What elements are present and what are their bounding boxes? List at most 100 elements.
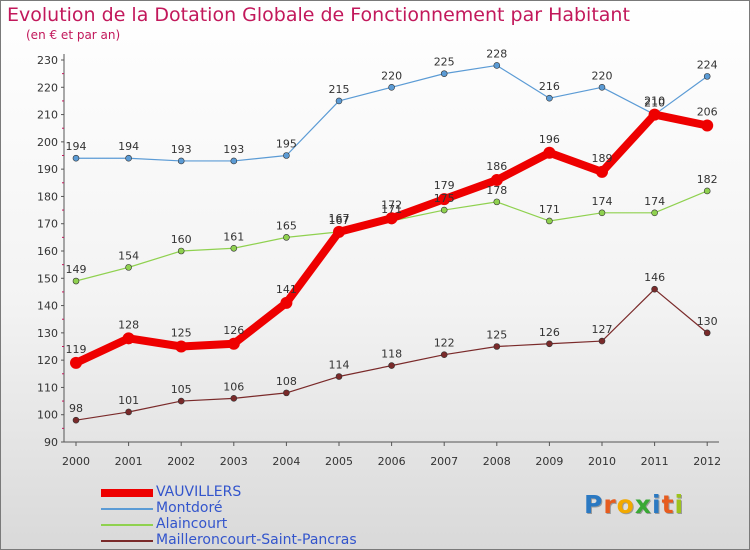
- point-alaincourt-2004: [283, 234, 290, 241]
- data-label-vauvillers-2012: 206: [697, 105, 718, 118]
- logo-letter: o: [616, 490, 635, 519]
- x-tick-label-2003: 2003: [220, 455, 248, 468]
- point-mailleroncourt-saint-pancras-2004: [283, 389, 290, 397]
- point-alaincourt-2010: [598, 209, 606, 217]
- point-vauvillers-2002: [175, 340, 188, 353]
- point-mailleroncourt-saint-pancras-2010: [598, 337, 606, 345]
- point-montdor--2004: [283, 152, 290, 159]
- point-montdor--2001: [125, 154, 132, 162]
- y-tick-label-120: 120: [37, 354, 58, 367]
- y-tick-label-110: 110: [37, 381, 58, 394]
- x-tick-label-2002: 2002: [167, 455, 195, 468]
- series-labels: 194 194 193 193 195 215 220 225 228 216 220 210 224 1…: [66, 47, 718, 415]
- point-mailleroncourt-saint-pancras-2012: [703, 329, 711, 337]
- point-alaincourt-2007: [440, 206, 448, 214]
- point-montdor--2012: [703, 73, 711, 80]
- point-alaincourt-2012: [703, 187, 711, 195]
- data-label-montdor--2009: 216: [539, 80, 560, 93]
- data-label-mailleroncourt-saint-pancras-2009: 126: [539, 326, 560, 339]
- point-vauvillers-2003: [227, 337, 240, 350]
- legend: VAUVILLERS Montdoré Alaincourt Mailleron…: [101, 484, 421, 549]
- x-tick-label-2000: 2000: [62, 455, 90, 468]
- legend-label-montdore: Montdoré: [156, 500, 223, 516]
- data-label-mailleroncourt-saint-pancras-2011: 146: [644, 271, 665, 284]
- data-label-mailleroncourt-saint-pancras-2010: 127: [592, 323, 613, 336]
- y-tick-label-150: 150: [37, 272, 58, 285]
- point-montdor--2007: [440, 70, 448, 77]
- x-tick-label-2007: 2007: [430, 455, 458, 468]
- data-label-mailleroncourt-saint-pancras-2003: 106: [223, 380, 244, 393]
- y-tick-label-100: 100: [37, 409, 58, 422]
- x-tick-label-2012: 2012: [693, 455, 721, 468]
- data-label-vauvillers-2008: 186: [486, 160, 507, 173]
- data-label-montdor--2007: 225: [434, 56, 455, 69]
- legend-item-vauvillers: VAUVILLERS: [101, 484, 421, 501]
- point-vauvillers-2011: [648, 108, 661, 121]
- chart-subtitle: (en € et par an): [26, 28, 121, 42]
- point-montdor--2006: [388, 83, 395, 91]
- x-tick-label-2001: 2001: [115, 455, 143, 468]
- point-mailleroncourt-saint-pancras-2009: [546, 340, 553, 348]
- point-mailleroncourt-saint-pancras-2006: [388, 362, 395, 369]
- y-tick-label-130: 130: [37, 327, 58, 340]
- data-label-mailleroncourt-saint-pancras-2000: 98: [69, 402, 83, 415]
- legend-item-montdore: Montdoré: [101, 500, 421, 517]
- data-label-vauvillers-2004: 141: [276, 283, 297, 296]
- y-tick-label-160: 160: [37, 245, 58, 258]
- data-label-mailleroncourt-saint-pancras-2008: 125: [486, 329, 507, 342]
- point-montdor--2002: [177, 157, 185, 165]
- x-tick-label-2005: 2005: [325, 455, 353, 468]
- data-label-montdor--2012: 224: [697, 58, 718, 71]
- legend-swatch-alaincourt: [101, 524, 153, 526]
- point-alaincourt-2002: [177, 247, 185, 255]
- point-montdor--2008: [493, 62, 501, 69]
- legend-label-vauvillers: VAUVILLERS: [156, 484, 242, 500]
- data-label-mailleroncourt-saint-pancras-2005: 114: [329, 359, 350, 372]
- point-alaincourt-2001: [125, 264, 132, 271]
- data-label-montdor--2003: 193: [223, 143, 244, 156]
- data-label-mailleroncourt-saint-pancras-2006: 118: [381, 348, 402, 361]
- data-label-alaincourt-2004: 165: [276, 219, 297, 232]
- data-label-vauvillers-2003: 126: [223, 324, 244, 337]
- logo-letter: P: [584, 490, 604, 519]
- data-label-alaincourt-2009: 171: [539, 203, 560, 216]
- y-tick-label-210: 210: [37, 109, 58, 122]
- point-alaincourt-2000: [72, 277, 80, 285]
- data-label-vauvillers-2007: 179: [434, 179, 455, 192]
- y-tick-label-180: 180: [37, 190, 58, 203]
- data-label-montdor--2000: 194: [66, 140, 87, 153]
- point-vauvillers-2005: [333, 225, 345, 238]
- logo-letter: t: [661, 490, 675, 519]
- data-label-vauvillers-2005: 167: [329, 212, 350, 225]
- data-label-vauvillers-2000: 119: [66, 343, 87, 356]
- point-alaincourt-2008: [493, 198, 501, 206]
- point-vauvillers-2004: [280, 296, 293, 309]
- legend-swatch-montdore: [101, 508, 153, 510]
- data-label-alaincourt-2005: 167: [329, 214, 350, 227]
- point-alaincourt-2009: [546, 217, 553, 225]
- data-label-alaincourt-2002: 160: [171, 233, 192, 246]
- point-mailleroncourt-saint-pancras-2000: [72, 416, 80, 424]
- x-tick-label-2004: 2004: [272, 455, 300, 468]
- data-label-alaincourt-2001: 154: [118, 249, 139, 262]
- data-label-montdor--2005: 215: [329, 83, 350, 96]
- legend-label-alaincourt: Alaincourt: [156, 516, 228, 532]
- data-label-alaincourt-2006: 171: [381, 203, 402, 216]
- point-alaincourt-2011: [651, 209, 658, 217]
- logo-letter: x: [634, 490, 652, 519]
- data-label-mailleroncourt-saint-pancras-2001: 101: [118, 394, 139, 407]
- data-label-montdor--2008: 228: [486, 47, 507, 60]
- y-tick-label-170: 170: [37, 218, 58, 231]
- point-alaincourt-2003: [230, 244, 238, 252]
- point-vauvillers-2006: [385, 212, 398, 225]
- point-montdor--2005: [335, 97, 343, 105]
- logo-letter: i: [674, 490, 685, 519]
- y-tick-label-190: 190: [37, 163, 58, 176]
- point-montdor--2010: [598, 83, 606, 91]
- point-montdor--2000: [72, 154, 80, 162]
- point-vauvillers-2009: [543, 146, 556, 159]
- data-label-montdor--2004: 195: [276, 138, 297, 151]
- legend-item-mailleroncourt: Mailleroncourt-Saint-Pancras: [101, 532, 421, 549]
